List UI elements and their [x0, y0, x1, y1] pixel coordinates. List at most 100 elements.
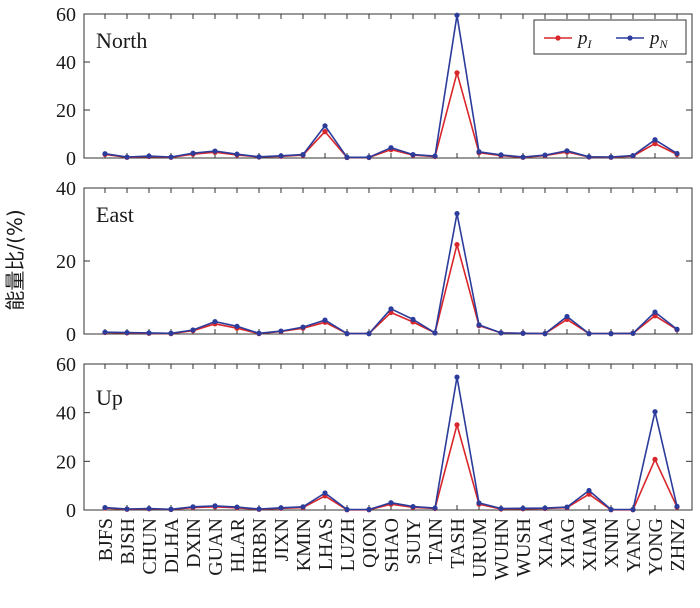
data-point: [146, 330, 152, 336]
data-point: [278, 505, 284, 511]
y-tick-label: 0: [66, 500, 76, 522]
data-point: [212, 318, 218, 325]
data-point: [586, 154, 592, 160]
series-pN: [102, 12, 680, 160]
x-tick-label: HLAR: [227, 517, 249, 572]
data-point: [542, 331, 548, 337]
data-point: [564, 504, 570, 510]
data-point: [234, 151, 240, 157]
x-tick-label: XIAM: [579, 518, 601, 572]
data-point: [674, 150, 680, 157]
y-tick-label: 60: [56, 354, 76, 376]
data-point: [366, 331, 372, 337]
data-point: [256, 154, 262, 160]
x-tick-label: HRBN: [249, 518, 271, 574]
data-point: [322, 317, 328, 323]
data-point: [454, 422, 460, 428]
data-point: [410, 152, 416, 158]
data-point: [168, 330, 174, 336]
y-tick-label: 0: [66, 324, 76, 346]
data-point: [234, 504, 240, 510]
data-point: [564, 148, 570, 154]
data-point: [652, 309, 658, 315]
data-point: [388, 145, 394, 151]
data-point: [652, 409, 658, 415]
data-point: [212, 503, 218, 509]
legend-subscript: I: [587, 37, 593, 51]
legend-label-pN: pN: [648, 28, 669, 51]
data-point: [168, 154, 174, 160]
x-tick-label: ZHNZ: [667, 518, 689, 571]
data-point: [476, 500, 482, 506]
data-point: [344, 506, 350, 513]
data-point: [146, 505, 152, 512]
x-tick-label: DLHA: [161, 517, 183, 573]
data-point: [102, 504, 108, 511]
y-tick-label: 20: [56, 100, 76, 122]
data-point: [652, 137, 658, 143]
data-point: [498, 152, 504, 158]
panel-title: North: [96, 28, 147, 53]
legend-label-pI: pI: [576, 28, 593, 51]
x-tick-label: LUZH: [337, 518, 359, 571]
data-point: [256, 330, 262, 336]
x-tick-label: XIAA: [535, 517, 557, 568]
data-point: [520, 330, 526, 336]
data-point: [520, 505, 526, 511]
data-point: [630, 506, 636, 513]
series-pN: [102, 374, 680, 513]
data-point: [124, 506, 130, 512]
data-point: [630, 330, 636, 336]
x-tick-label: XIAG: [557, 518, 579, 568]
data-point: [652, 141, 658, 147]
data-point: [542, 505, 548, 511]
data-point: [388, 500, 394, 506]
x-tick-label: BJFS: [95, 518, 117, 561]
data-point: [190, 504, 196, 510]
data-point: [608, 331, 614, 337]
x-tick-label: CHUN: [139, 518, 161, 575]
data-point: [190, 327, 196, 333]
series-pN: [102, 210, 680, 337]
x-tick-label: GUAN: [205, 518, 227, 576]
data-point: [608, 506, 614, 513]
data-point: [344, 154, 350, 160]
data-point: [102, 329, 108, 335]
data-point: [410, 503, 416, 510]
y-tick-label: 40: [56, 178, 76, 200]
data-point: [388, 306, 394, 312]
data-point: [322, 129, 328, 135]
x-tick-label: KMIN: [293, 518, 315, 571]
x-tick-label: SHAO: [381, 518, 403, 572]
panel-frame: [83, 363, 693, 511]
x-tick-label: WUHN: [491, 518, 513, 580]
data-point: [410, 316, 416, 322]
data-point: [652, 456, 658, 462]
data-point: [344, 331, 350, 337]
data-point: [146, 153, 152, 159]
data-point: [366, 506, 372, 513]
data-point: [190, 150, 196, 156]
data-point: [432, 505, 438, 511]
y-tick-label: 60: [56, 4, 76, 26]
x-tick-label: YANC: [623, 518, 645, 572]
data-point: [124, 154, 130, 160]
x-tick-label: URUM: [469, 518, 491, 578]
x-tick-label: JIXN: [271, 518, 293, 561]
data-point: [586, 331, 592, 337]
data-point: [300, 152, 306, 158]
data-point: [476, 149, 482, 155]
y-tick-label: 40: [56, 403, 76, 425]
data-point: [322, 490, 328, 496]
legend-marker: [627, 35, 633, 41]
data-point: [586, 487, 592, 494]
data-point: [498, 330, 504, 336]
data-point: [432, 330, 438, 336]
panel-title: East: [96, 202, 134, 227]
data-point: [300, 504, 306, 510]
data-point: [168, 506, 174, 512]
data-point: [234, 323, 240, 329]
y-tick-label: 0: [66, 148, 76, 170]
